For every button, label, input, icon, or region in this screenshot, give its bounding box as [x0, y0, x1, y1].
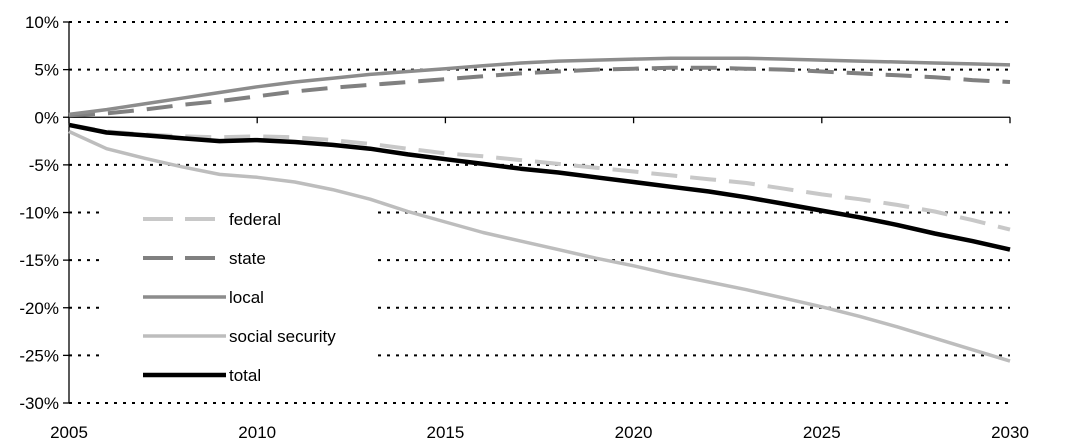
series-line-local — [68, 56, 1011, 117]
x-tick-label: 2015 — [426, 423, 464, 442]
series-line-social-security — [68, 129, 1011, 363]
y-tick-label: -5% — [29, 156, 59, 175]
series-line-federal — [68, 122, 1011, 232]
legend-label: federal — [229, 210, 281, 229]
y-tick-label: 5% — [34, 61, 59, 80]
x-tick-label: 2025 — [803, 423, 841, 442]
y-tick-label: -30% — [19, 394, 59, 413]
y-tick-label: -15% — [19, 251, 59, 270]
legend-label: local — [229, 288, 264, 307]
legend-label: total — [229, 366, 261, 385]
x-tick-label: 2005 — [50, 423, 88, 442]
x-tick-label: 2020 — [615, 423, 653, 442]
series-line-total — [68, 122, 1011, 252]
series-line-state — [68, 65, 1011, 118]
legend-label: state — [229, 249, 266, 268]
axes: 10% 5% 0% -5% -10% -15% -20% -25% -30% 2005 2010 20… — [19, 13, 1029, 442]
y-tick-label: -10% — [19, 204, 59, 223]
y-tick-label: 0% — [34, 108, 59, 127]
legend: federal state local social security total — [143, 210, 336, 385]
series-lines — [68, 56, 1011, 363]
y-tick-label: -20% — [19, 299, 59, 318]
y-tick-label: -25% — [19, 346, 59, 365]
x-tick-label: 2030 — [991, 423, 1029, 442]
legend-label: social security — [229, 327, 336, 346]
x-tick-label: 2010 — [238, 423, 276, 442]
y-tick-label: 10% — [25, 13, 59, 32]
gridlines — [69, 21, 1010, 404]
